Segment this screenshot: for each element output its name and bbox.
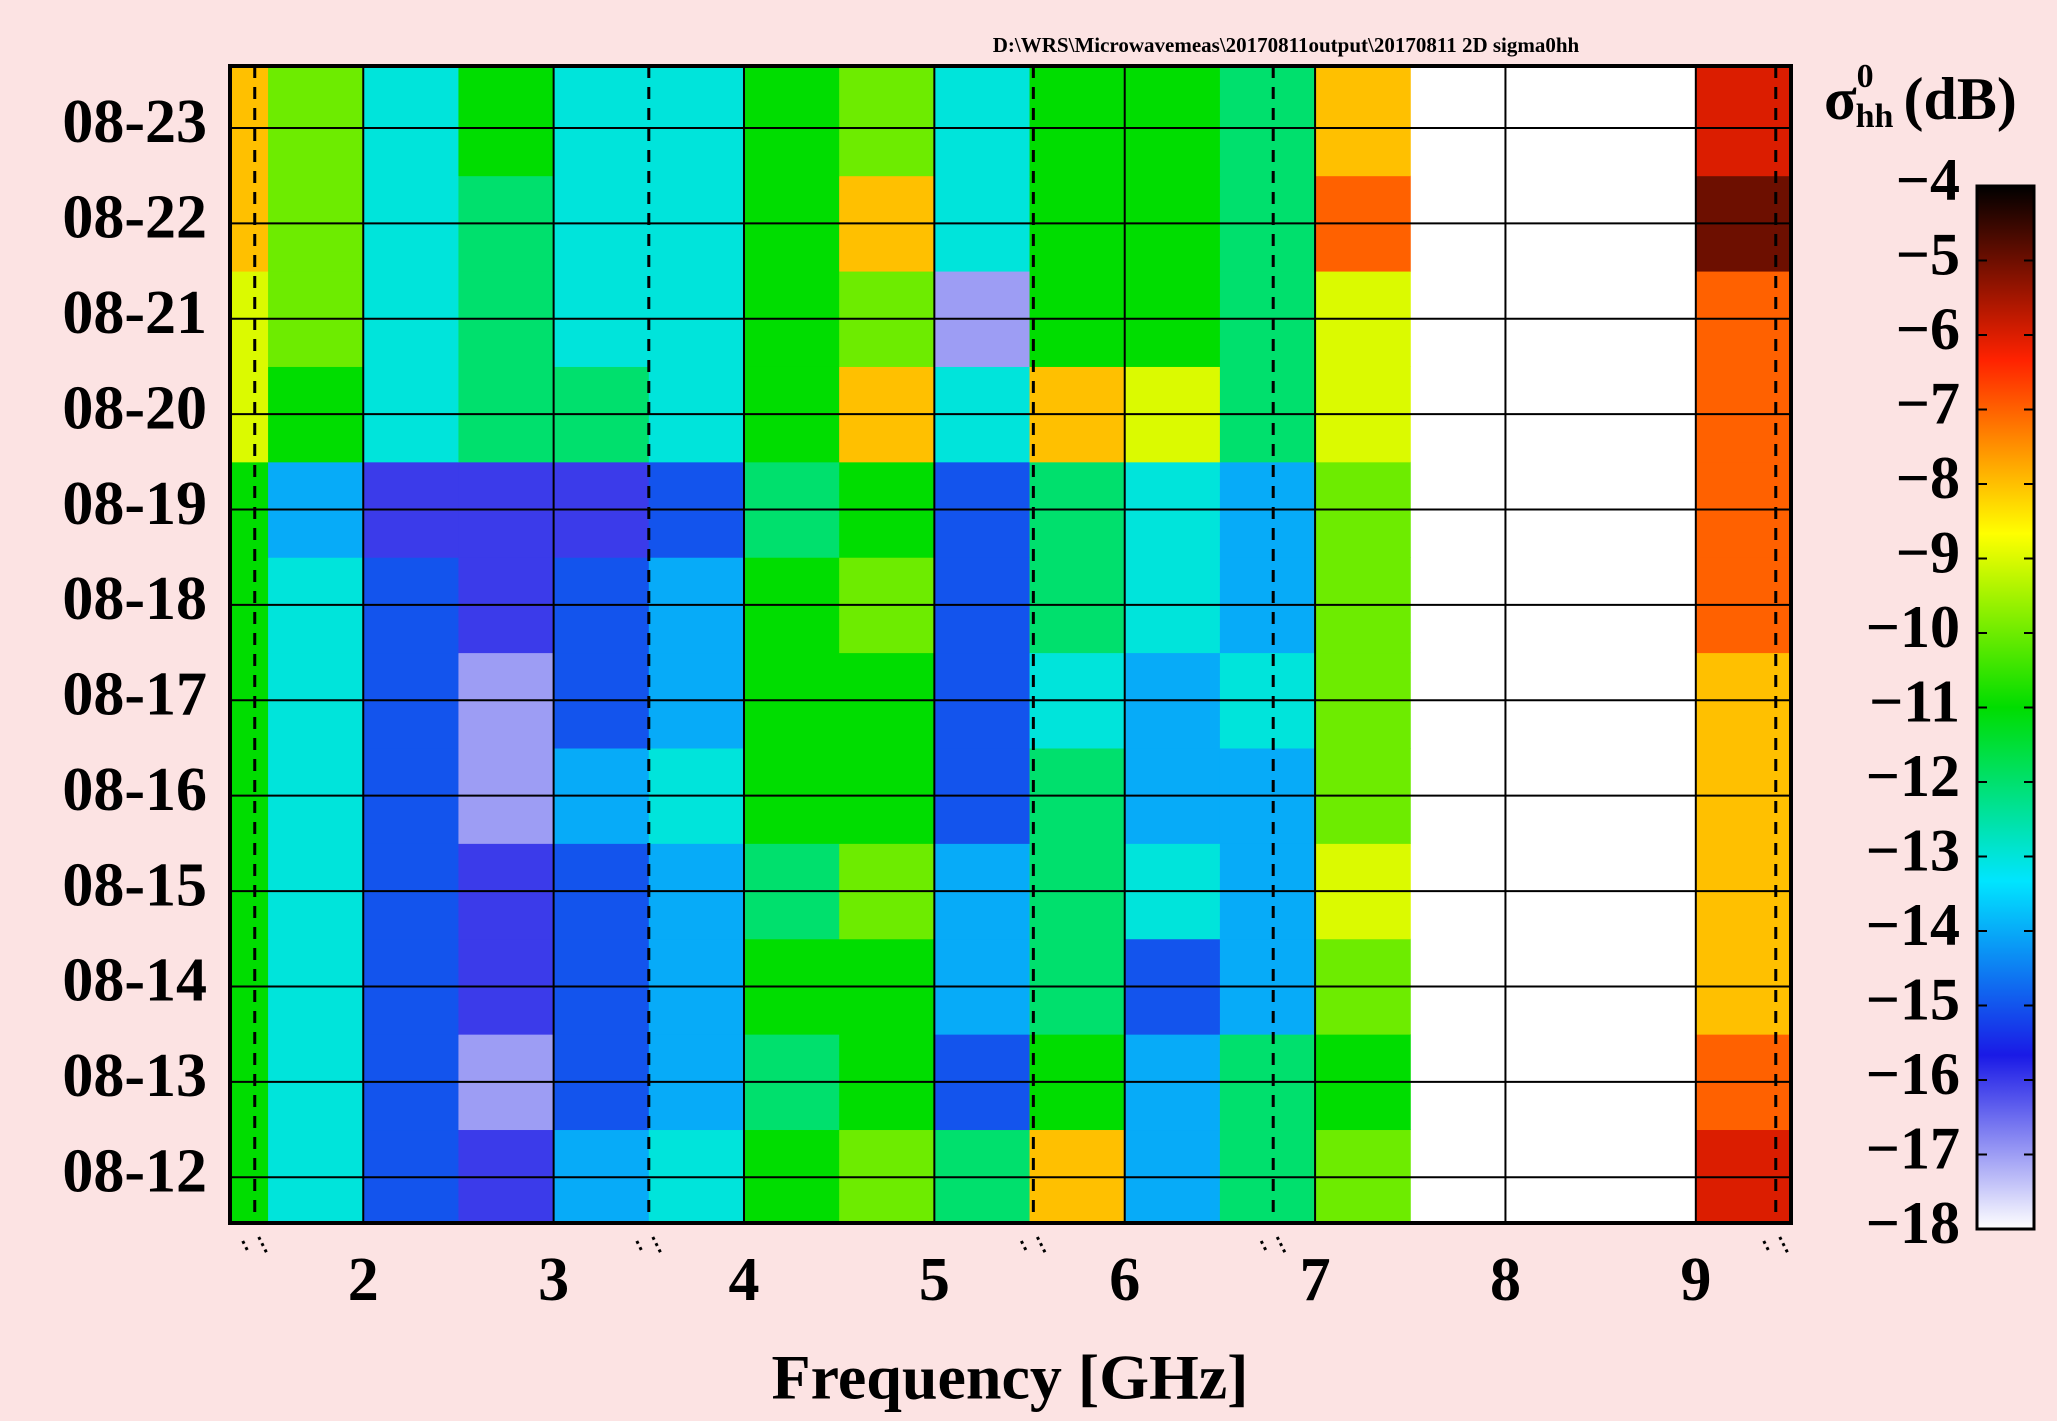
colorbar-tick-label: −12 [1866, 743, 1960, 809]
break-mark [1036, 1236, 1047, 1254]
colorbar-tick-label: −14 [1866, 892, 1960, 958]
x-tick-label: 2 [348, 1246, 379, 1314]
break-mark [635, 1240, 645, 1254]
x-tick-label: 9 [1680, 1246, 1711, 1314]
y-tick-label: 08-19 [62, 470, 207, 538]
heatmap-cell [1315, 66, 1411, 177]
y-tick-label: 08-22 [62, 184, 207, 252]
colorbar-tick-label: −13 [1866, 817, 1960, 883]
heatmap-cell [1219, 66, 1316, 177]
colorbar-tick-label: −11 [1869, 668, 1960, 734]
x-tick-label: 8 [1490, 1246, 1521, 1314]
x-tick-label: 5 [919, 1246, 950, 1314]
plot-frame [228, 64, 1793, 1225]
y-tick-label: 08-20 [62, 374, 207, 442]
heatmap [230, 66, 1791, 1223]
heatmap-cell [363, 66, 459, 177]
colorbar-sup: 0 [1857, 58, 1874, 95]
heatmap-cell [743, 66, 840, 177]
heatmap-cell [553, 66, 650, 177]
heatmap-cell [839, 66, 935, 177]
colorbar-unit: (dB) [1903, 66, 2016, 132]
break-mark [1020, 1240, 1029, 1254]
break-mark [257, 1236, 269, 1254]
colorbar-tick-label: −7 [1896, 370, 1960, 436]
x-axis-label: Frequency [GHz] [772, 1342, 1249, 1413]
y-tick-label: 08-17 [62, 661, 207, 729]
x-tick-label: 3 [538, 1246, 569, 1314]
colorbar-tick-label: −10 [1866, 594, 1960, 660]
colorbar-tick-label: −18 [1866, 1190, 1960, 1256]
y-tick-label: 08-13 [62, 1042, 207, 1110]
heatmap-cell [1029, 66, 1126, 177]
break-mark [1275, 1236, 1287, 1254]
colorbar-tick-label: −17 [1866, 1115, 1960, 1181]
heatmap-cell [934, 66, 1031, 177]
x-tick-label: 6 [1109, 1246, 1140, 1314]
break-mark [1762, 1240, 1772, 1254]
colorbar-tick-label: −15 [1866, 966, 1960, 1032]
y-tick-label: 08-23 [62, 88, 207, 156]
break-mark [1778, 1236, 1790, 1254]
x-tick-label: 7 [1300, 1246, 1331, 1314]
heatmap-cell [268, 66, 364, 177]
break-mark [241, 1240, 251, 1254]
y-tick-label: 08-12 [62, 1137, 207, 1205]
chart-title: D:\WRS\Microwavemeas\20170811output\2017… [993, 33, 1580, 57]
colorbar-tick-label: −8 [1896, 445, 1960, 511]
colorbar-tick-label: −5 [1896, 221, 1960, 287]
break-mark [651, 1236, 663, 1254]
x-tick-label: 4 [728, 1246, 759, 1314]
colorbar-symbol: σ [1824, 66, 1857, 132]
y-tick-label: 08-21 [62, 279, 207, 347]
y-tick-label: 08-15 [62, 851, 207, 919]
colorbar-sub: hh [1856, 98, 1894, 135]
heatmap-cell [458, 66, 555, 177]
heatmap-cell [648, 66, 745, 177]
y-tick-label: 08-18 [62, 565, 207, 633]
break-mark [1259, 1240, 1269, 1254]
colorbar-tick-label: −9 [1896, 519, 1960, 585]
heatmap-cell [230, 66, 269, 177]
colorbar-tick-label: −6 [1896, 296, 1960, 362]
colorbar-label: σ0 hh (dB) [1824, 58, 2017, 135]
colorbar-tick-label: −4 [1896, 147, 1960, 213]
colorbar-tick-label: −16 [1866, 1041, 1960, 1107]
y-tick-label: 08-14 [62, 947, 207, 1015]
y-tick-label: 08-16 [62, 756, 207, 824]
heatmap-cell [1124, 66, 1221, 177]
